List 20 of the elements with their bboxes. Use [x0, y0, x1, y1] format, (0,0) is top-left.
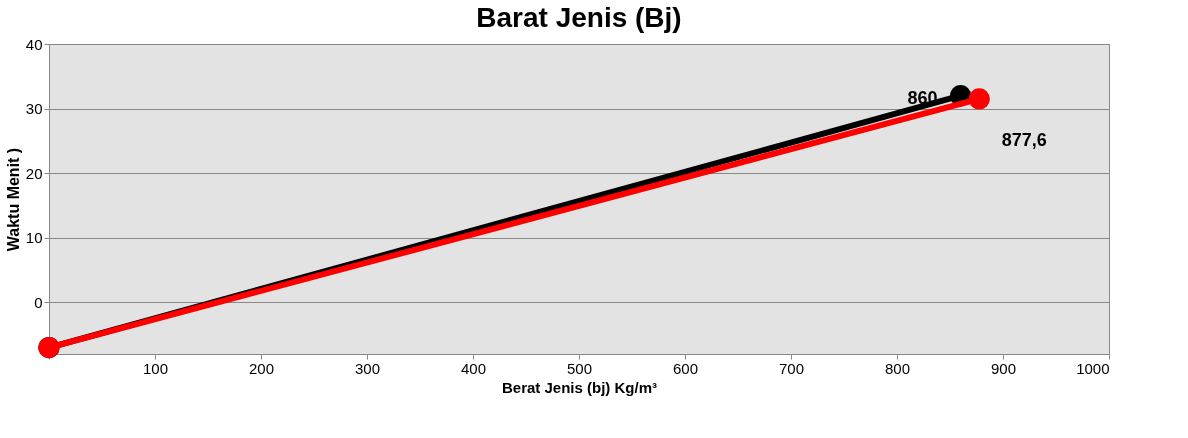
y-tick-label: 0	[34, 293, 43, 311]
annotation: 877,6	[1001, 129, 1047, 150]
x-tick-label: 100	[142, 359, 169, 377]
x-tick-label: 500	[566, 359, 593, 377]
y-tick-label: 40	[25, 35, 43, 53]
x-tick-label: 700	[778, 359, 805, 377]
x-tick-label: 400	[460, 359, 487, 377]
x-tick-label: 600	[672, 359, 699, 377]
chart-title: Barat Jenis (Bj)	[476, 2, 682, 33]
x-tick-label: 1000	[1076, 359, 1110, 377]
y-tick-label: 30	[25, 100, 43, 118]
x-tick-label: 300	[354, 359, 381, 377]
x-tick-label: 200	[248, 359, 275, 377]
x-tick-label: 900	[990, 359, 1017, 377]
point	[968, 88, 990, 110]
y-axis-title: Waktu Menit )	[4, 147, 22, 252]
x-axis-title: Berat Jenis (bj) Kg/m³	[501, 378, 658, 396]
x-tick-label: 800	[884, 359, 911, 377]
y-tick-label: 10	[25, 229, 43, 247]
y-tick-label: 20	[25, 164, 43, 182]
